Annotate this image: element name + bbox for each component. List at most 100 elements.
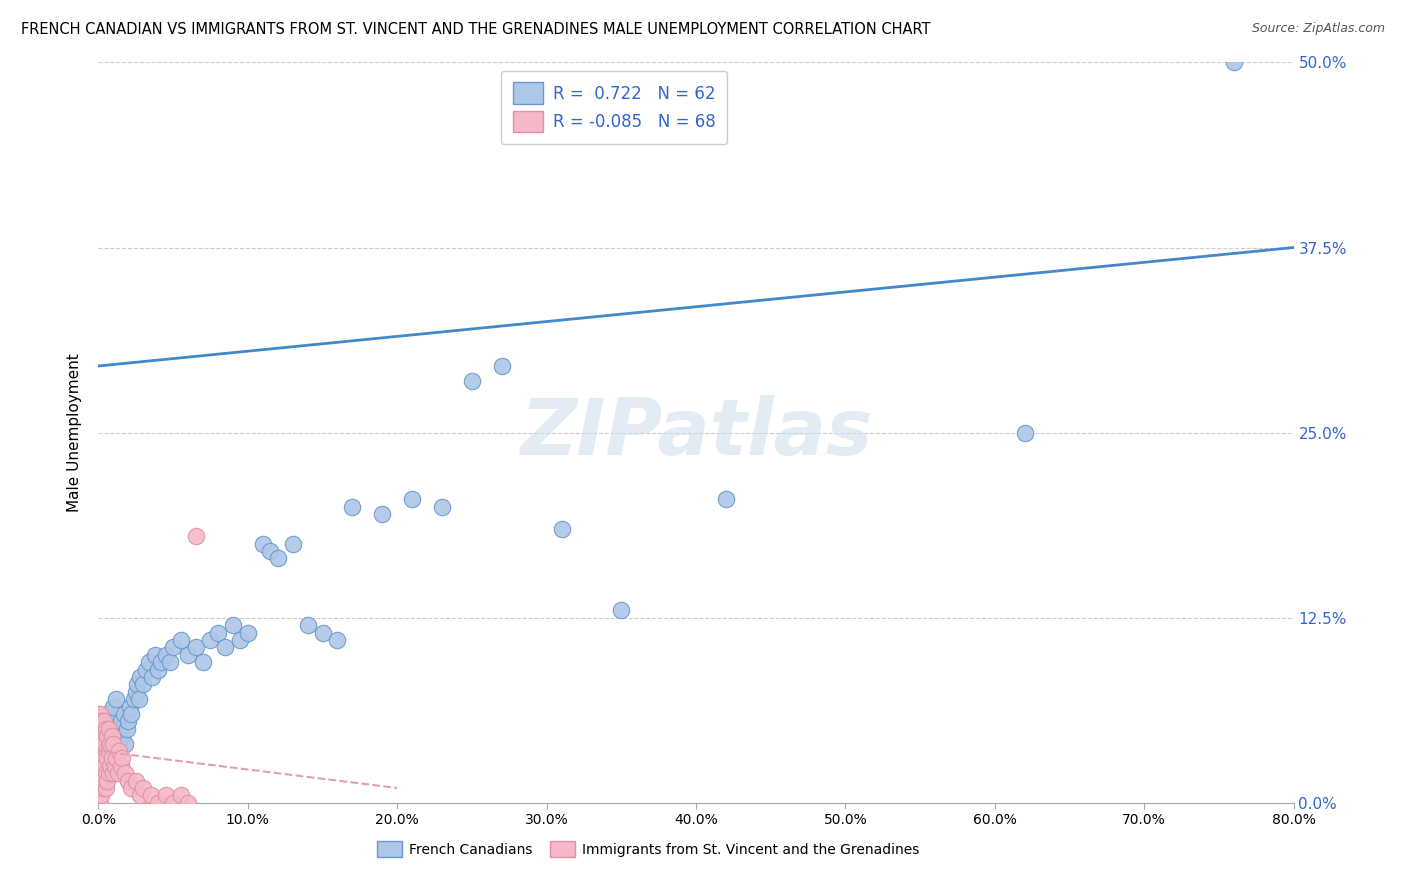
- Point: [93, 737, 115, 751]
- Point: [89, 706, 111, 721]
- Point: [371, 507, 394, 521]
- Point: [94, 737, 117, 751]
- Point: [117, 714, 139, 729]
- Point: [184, 529, 207, 543]
- Point: [90, 758, 112, 772]
- Point: [430, 500, 453, 514]
- Point: [91, 751, 114, 765]
- Text: FRENCH CANADIAN VS IMMIGRANTS FROM ST. VINCENT AND THE GRENADINES MALE UNEMPLOYM: FRENCH CANADIAN VS IMMIGRANTS FROM ST. V…: [21, 22, 931, 37]
- Point: [132, 780, 155, 795]
- Point: [97, 722, 120, 736]
- Y-axis label: Male Unemployment: Male Unemployment: [67, 353, 83, 512]
- Point: [87, 706, 110, 721]
- Point: [104, 744, 127, 758]
- Point: [120, 780, 142, 795]
- Point: [117, 773, 139, 788]
- Point: [110, 758, 132, 772]
- Point: [90, 789, 112, 803]
- Point: [155, 789, 177, 803]
- Point: [177, 648, 200, 662]
- Point: [267, 551, 290, 566]
- Point: [89, 722, 111, 736]
- Point: [87, 737, 110, 751]
- Point: [89, 796, 111, 810]
- Point: [150, 655, 173, 669]
- Point: [89, 737, 111, 751]
- Point: [89, 766, 111, 780]
- Point: [491, 359, 513, 373]
- Point: [91, 766, 114, 780]
- Point: [297, 618, 319, 632]
- Point: [87, 744, 110, 758]
- Point: [155, 648, 177, 662]
- Point: [94, 766, 117, 780]
- Point: [1014, 425, 1036, 440]
- Point: [97, 744, 120, 758]
- Point: [93, 758, 115, 772]
- Point: [184, 640, 207, 655]
- Point: [214, 640, 236, 655]
- Point: [162, 796, 184, 810]
- Point: [125, 773, 148, 788]
- Point: [229, 632, 252, 647]
- Point: [1223, 55, 1246, 70]
- Point: [118, 699, 141, 714]
- Point: [124, 692, 146, 706]
- Point: [148, 796, 170, 810]
- Point: [87, 780, 110, 795]
- Point: [97, 729, 120, 743]
- Point: [94, 780, 117, 795]
- Point: [90, 744, 112, 758]
- Point: [105, 692, 128, 706]
- Point: [103, 766, 125, 780]
- Point: [129, 789, 152, 803]
- Point: [610, 603, 633, 617]
- Point: [93, 773, 115, 788]
- Point: [87, 729, 110, 743]
- Point: [159, 655, 181, 669]
- Point: [101, 751, 124, 765]
- Point: [135, 663, 157, 677]
- Point: [96, 751, 118, 765]
- Point: [132, 677, 155, 691]
- Point: [97, 766, 120, 780]
- Point: [87, 789, 110, 803]
- Point: [93, 714, 115, 729]
- Point: [207, 625, 229, 640]
- Point: [108, 722, 131, 736]
- Point: [125, 685, 148, 699]
- Point: [127, 677, 149, 691]
- Text: Source: ZipAtlas.com: Source: ZipAtlas.com: [1251, 22, 1385, 36]
- Point: [120, 706, 142, 721]
- Point: [98, 714, 122, 729]
- Point: [90, 773, 112, 788]
- Point: [162, 640, 184, 655]
- Point: [96, 729, 118, 743]
- Point: [107, 766, 129, 780]
- Point: [87, 766, 110, 780]
- Point: [90, 714, 112, 729]
- Point: [89, 780, 111, 795]
- Point: [107, 737, 129, 751]
- Point: [87, 722, 110, 736]
- Point: [96, 773, 118, 788]
- Legend: French Canadians, Immigrants from St. Vincent and the Grenadines: French Canadians, Immigrants from St. Vi…: [373, 835, 924, 863]
- Point: [96, 706, 118, 721]
- Point: [148, 663, 170, 677]
- Point: [108, 744, 131, 758]
- Point: [111, 729, 134, 743]
- Point: [98, 737, 122, 751]
- Point: [105, 751, 128, 765]
- Point: [87, 773, 110, 788]
- Point: [342, 500, 364, 514]
- Point: [87, 758, 110, 772]
- Point: [311, 625, 333, 640]
- Point: [461, 374, 484, 388]
- Point: [326, 632, 349, 647]
- Point: [191, 655, 214, 669]
- Point: [114, 737, 136, 751]
- Point: [94, 722, 117, 736]
- Point: [104, 758, 127, 772]
- Point: [169, 789, 191, 803]
- Point: [98, 758, 122, 772]
